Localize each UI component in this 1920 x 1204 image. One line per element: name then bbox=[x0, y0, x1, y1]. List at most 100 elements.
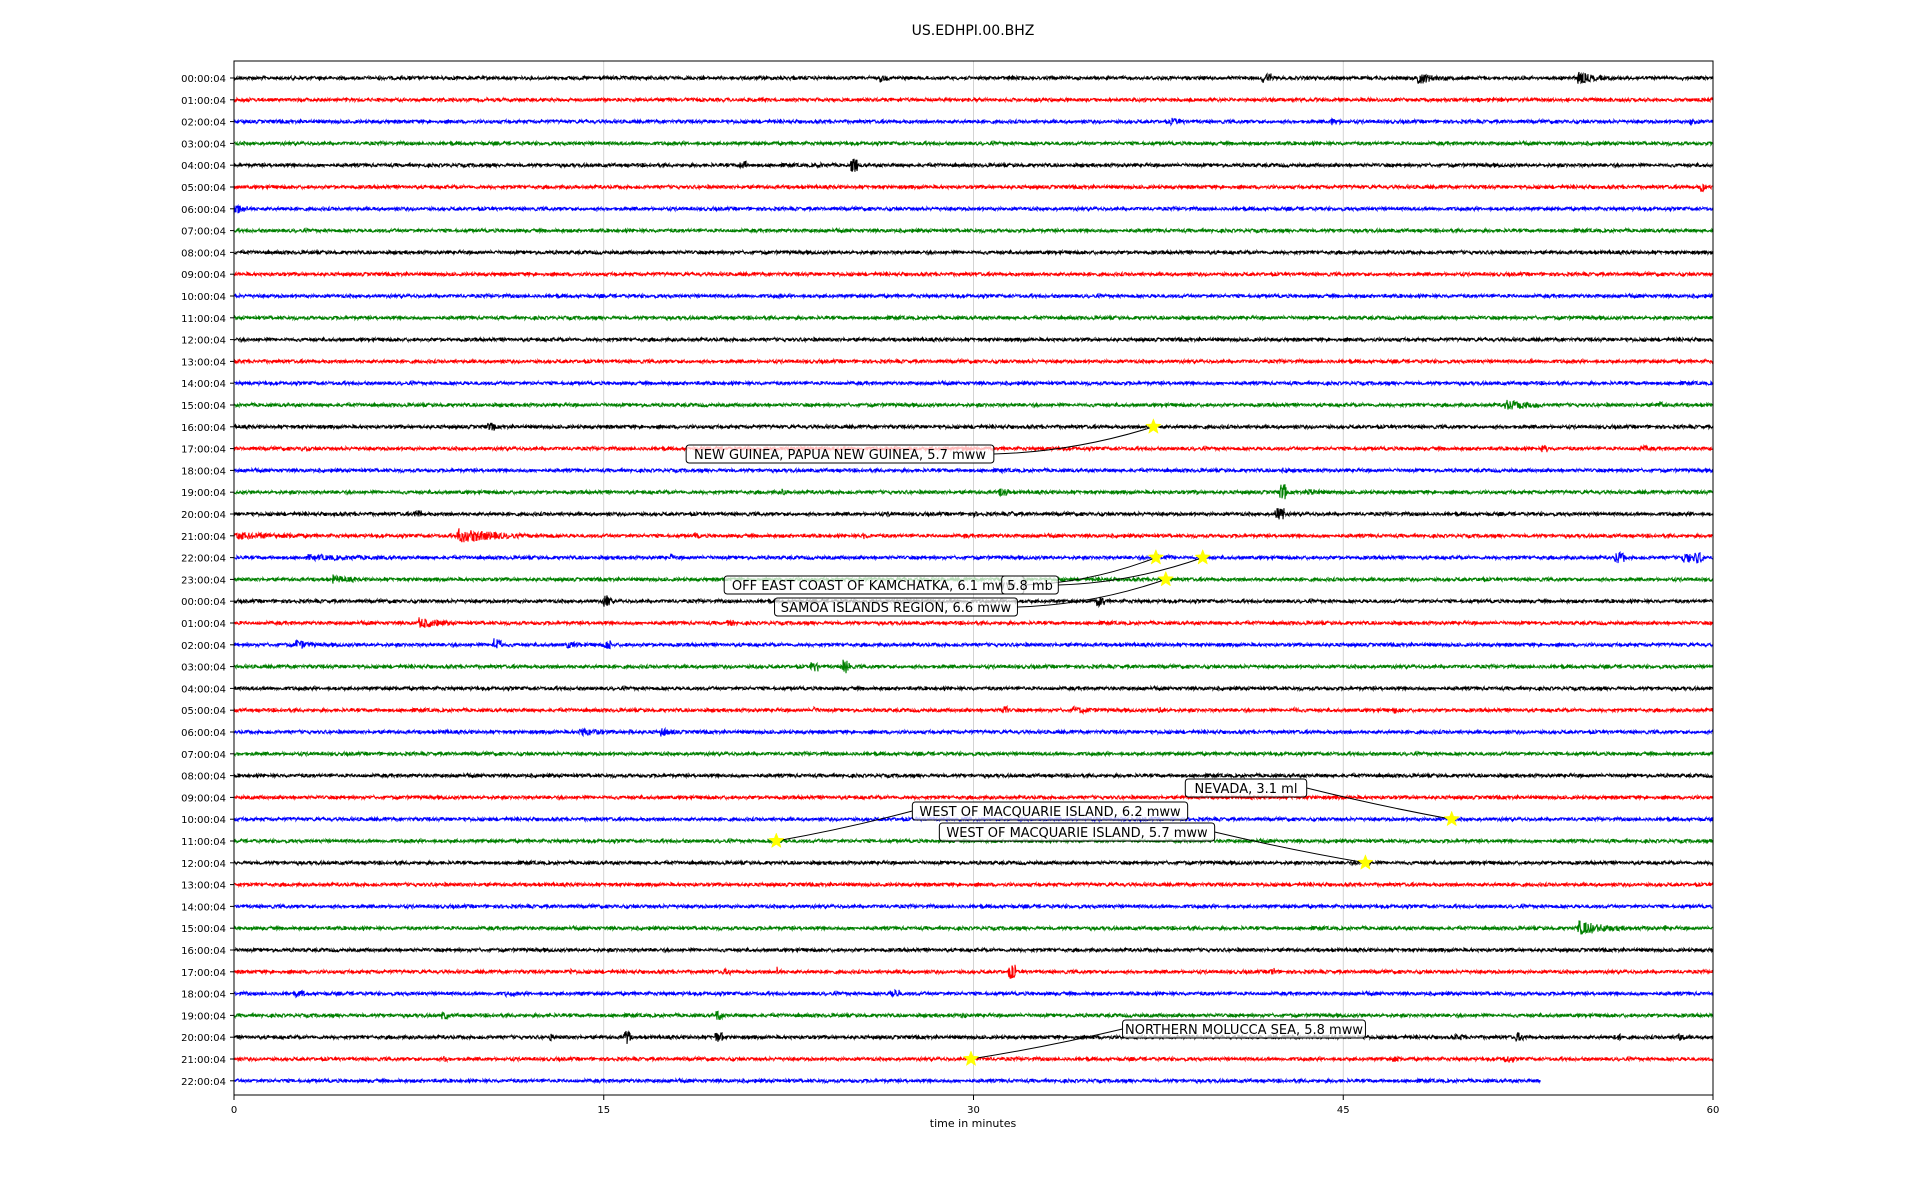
event-connector-7 bbox=[970, 1028, 1123, 1060]
trace-row-41 bbox=[233, 964, 1714, 979]
row-label-43: 19:00:04 bbox=[181, 1011, 226, 1022]
event-label-3: SAMOA ISLANDS REGION, 6.6 mww bbox=[781, 601, 1012, 616]
event-star-6 bbox=[1357, 854, 1374, 870]
event-connector-4 bbox=[1306, 787, 1452, 820]
event-label-box-2 bbox=[1001, 575, 1059, 595]
trace-row-13 bbox=[233, 357, 1714, 366]
row-label-6: 06:00:04 bbox=[181, 205, 226, 216]
row-label-22: 22:00:04 bbox=[181, 554, 226, 565]
trace-row-1 bbox=[233, 96, 1714, 104]
event-star-3 bbox=[1157, 570, 1175, 587]
row-label-15: 15:00:04 bbox=[181, 401, 226, 412]
row-label-20: 20:00:04 bbox=[181, 510, 226, 521]
row-label-41: 17:00:04 bbox=[181, 968, 226, 979]
trace-row-0 bbox=[233, 71, 1714, 85]
row-label-33: 09:00:04 bbox=[181, 793, 226, 804]
event-label-box-6 bbox=[938, 822, 1216, 842]
row-label-39: 15:00:04 bbox=[181, 924, 226, 935]
row-label-35: 11:00:04 bbox=[181, 837, 226, 848]
row-label-30: 06:00:04 bbox=[181, 728, 226, 739]
event-annotation-7: NORTHERN MOLUCCA SEA, 5.8 mww bbox=[962, 1019, 1366, 1067]
event-connector-0 bbox=[993, 426, 1154, 455]
event-annotation-6: WEST OF MACQUARIE ISLAND, 5.7 mww bbox=[938, 822, 1374, 870]
row-label-18: 18:00:04 bbox=[181, 466, 226, 477]
row-label-31: 07:00:04 bbox=[181, 750, 226, 761]
row-label-12: 12:00:04 bbox=[181, 336, 226, 347]
row-label-1: 01:00:04 bbox=[181, 96, 226, 107]
trace-row-11 bbox=[233, 314, 1714, 322]
event-annotations: NEW GUINEA, PAPUA NEW GUINEA, 5.7 mww OFF… bbox=[685, 418, 1460, 1067]
row-label-23: 23:00:04 bbox=[181, 575, 226, 586]
row-label-42: 18:00:04 bbox=[181, 990, 226, 1001]
event-annotation-1: OFF EAST COAST OF KAMCHATKA, 6.1 mww bbox=[723, 548, 1165, 595]
row-label-0: 00:00:04 bbox=[181, 74, 226, 85]
trace-row-19 bbox=[233, 484, 1714, 500]
event-star-0 bbox=[1145, 418, 1162, 434]
trace-row-3 bbox=[233, 139, 1714, 148]
event-star-1 bbox=[1147, 548, 1165, 565]
trace-row-12 bbox=[233, 335, 1714, 344]
trace-row-42 bbox=[233, 988, 1714, 999]
trace-row-43 bbox=[233, 1010, 1714, 1021]
event-annotation-4: NEVADA, 3.1 ml bbox=[1184, 778, 1460, 827]
row-label-38: 14:00:04 bbox=[181, 902, 226, 913]
row-label-21: 21:00:04 bbox=[181, 532, 226, 543]
row-label-11: 11:00:04 bbox=[181, 314, 226, 325]
trace-row-10 bbox=[233, 292, 1714, 300]
row-label-7: 07:00:04 bbox=[181, 227, 226, 238]
event-label-box-4 bbox=[1184, 778, 1308, 798]
event-annotation-5: WEST OF MACQUARIE ISLAND, 6.2 mww bbox=[768, 801, 1189, 849]
chart-title: US.EDHPI.00.BHZ bbox=[912, 23, 1035, 39]
trace-row-46 bbox=[233, 1077, 1541, 1085]
event-label-0: NEW GUINEA, PAPUA NEW GUINEA, 5.7 mww bbox=[694, 448, 986, 463]
trace-row-5 bbox=[233, 183, 1714, 193]
row-time-labels: 00:00:04 01:00:04 02:00:04 03:00:04 04:00:04… bbox=[181, 74, 234, 1088]
x-axis-label: time in minutes bbox=[930, 1117, 1017, 1130]
trace-row-33 bbox=[233, 793, 1714, 802]
row-label-4: 04:00:04 bbox=[181, 161, 226, 172]
event-label-5: WEST OF MACQUARIE ISLAND, 6.2 mww bbox=[919, 805, 1181, 820]
event-connector-2 bbox=[1058, 557, 1203, 586]
row-label-16: 16:00:04 bbox=[181, 423, 226, 434]
row-label-44: 20:00:04 bbox=[181, 1033, 226, 1044]
trace-row-36 bbox=[233, 859, 1714, 867]
trace-row-18 bbox=[233, 466, 1714, 475]
trace-row-25 bbox=[233, 617, 1714, 628]
row-label-45: 21:00:04 bbox=[181, 1055, 226, 1066]
trace-row-40 bbox=[233, 946, 1714, 954]
trace-row-30 bbox=[233, 726, 1714, 738]
event-annotation-2: 5.8 mb bbox=[1001, 548, 1212, 595]
event-label-1: OFF EAST COAST OF KAMCHATKA, 6.1 mww bbox=[732, 579, 1017, 594]
x-tick-label-1: 15 bbox=[597, 1105, 610, 1116]
trace-row-2 bbox=[233, 117, 1714, 127]
trace-lines bbox=[233, 71, 1714, 1085]
row-label-34: 10:00:04 bbox=[181, 815, 226, 826]
row-label-32: 08:00:04 bbox=[181, 772, 226, 783]
event-label-box-5 bbox=[911, 801, 1189, 821]
trace-row-38 bbox=[233, 902, 1714, 911]
x-tick-label-0: 0 bbox=[231, 1105, 237, 1116]
event-label-2: 5.8 mb bbox=[1007, 579, 1053, 594]
trace-row-37 bbox=[233, 880, 1714, 889]
row-label-2: 02:00:04 bbox=[181, 118, 226, 129]
row-label-5: 05:00:04 bbox=[181, 183, 226, 194]
row-label-36: 12:00:04 bbox=[181, 859, 226, 870]
trace-row-31 bbox=[233, 750, 1714, 758]
trace-row-9 bbox=[233, 270, 1714, 278]
trace-row-27 bbox=[233, 659, 1714, 674]
event-label-6: WEST OF MACQUARIE ISLAND, 5.7 mww bbox=[946, 826, 1208, 841]
row-label-19: 19:00:04 bbox=[181, 488, 226, 499]
event-star-2 bbox=[1194, 548, 1212, 565]
x-axis-ticks: 0 15 30 45 60 bbox=[231, 1095, 1719, 1116]
row-label-46: 22:00:04 bbox=[181, 1077, 226, 1088]
x-tick-label-2: 30 bbox=[967, 1105, 980, 1116]
trace-row-16 bbox=[233, 422, 1714, 431]
row-label-24: 00:00:04 bbox=[181, 597, 226, 608]
trace-row-44 bbox=[233, 1030, 1714, 1044]
event-label-box-0 bbox=[685, 444, 995, 464]
trace-row-6 bbox=[233, 203, 1714, 215]
event-connector-6 bbox=[1214, 831, 1366, 864]
event-label-4: NEVADA, 3.1 ml bbox=[1195, 782, 1298, 797]
